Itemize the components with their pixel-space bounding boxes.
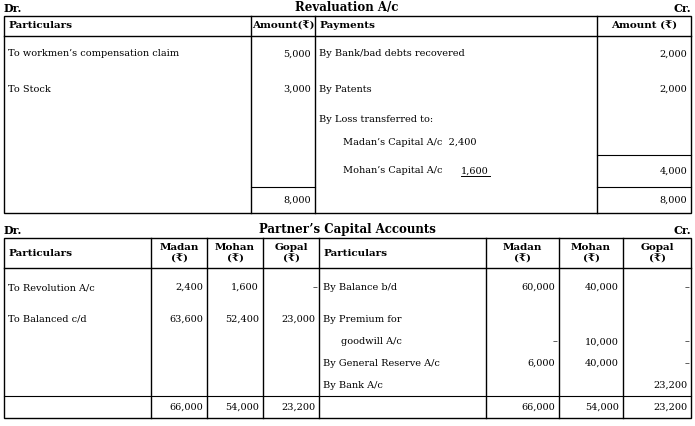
Text: –: – xyxy=(553,337,557,346)
Text: 5,000: 5,000 xyxy=(284,49,311,58)
Text: To Stock: To Stock xyxy=(8,85,51,94)
Text: 23,200: 23,200 xyxy=(281,403,315,412)
Text: 10,000: 10,000 xyxy=(585,337,619,346)
Text: 40,000: 40,000 xyxy=(585,359,619,368)
Text: 4,000: 4,000 xyxy=(660,166,687,175)
Text: Amount (₹): Amount (₹) xyxy=(611,21,677,31)
Text: Particulars: Particulars xyxy=(8,21,72,31)
Text: 1,600: 1,600 xyxy=(231,283,259,292)
Text: 2,000: 2,000 xyxy=(660,49,687,58)
Text: 60,000: 60,000 xyxy=(521,283,555,292)
Text: 1,600: 1,600 xyxy=(461,166,489,175)
Text: goodwill A/c: goodwill A/c xyxy=(341,337,402,346)
Text: By Bank A/c: By Bank A/c xyxy=(323,381,383,390)
Text: By Premium for: By Premium for xyxy=(323,314,402,324)
Text: Gopal: Gopal xyxy=(640,242,673,251)
Text: Particulars: Particulars xyxy=(323,248,387,257)
Text: By General Reserve A/c: By General Reserve A/c xyxy=(323,359,440,368)
Text: 2,000: 2,000 xyxy=(660,85,687,94)
Bar xyxy=(4,238,691,418)
Text: Amount(₹): Amount(₹) xyxy=(252,21,314,31)
Text: –: – xyxy=(685,283,689,292)
Text: –: – xyxy=(685,359,689,368)
Text: 63,600: 63,600 xyxy=(169,314,203,324)
Text: Payments: Payments xyxy=(319,21,375,31)
Text: –: – xyxy=(685,337,689,346)
Text: Mohan’s Capital A/c: Mohan’s Capital A/c xyxy=(343,166,449,175)
Text: By Balance b/d: By Balance b/d xyxy=(323,283,397,292)
Text: –: – xyxy=(313,283,318,292)
Text: 23,000: 23,000 xyxy=(281,314,315,324)
Text: (₹): (₹) xyxy=(514,254,531,264)
Text: By Loss transferred to:: By Loss transferred to: xyxy=(319,115,433,124)
Text: By Patents: By Patents xyxy=(319,85,372,94)
Text: Particulars: Particulars xyxy=(8,248,72,257)
Text: 54,000: 54,000 xyxy=(225,403,259,412)
Text: 3,000: 3,000 xyxy=(284,85,311,94)
Text: Madan: Madan xyxy=(502,242,542,251)
Text: Madan: Madan xyxy=(159,242,199,251)
Text: 66,000: 66,000 xyxy=(521,403,555,412)
Text: (₹): (₹) xyxy=(227,254,243,264)
Text: (₹): (₹) xyxy=(282,254,300,264)
Text: (₹): (₹) xyxy=(648,254,666,264)
Text: Cr.: Cr. xyxy=(673,225,691,236)
Text: Mohan: Mohan xyxy=(571,242,611,251)
Text: Cr.: Cr. xyxy=(673,3,691,14)
Text: Revaluation A/c: Revaluation A/c xyxy=(295,2,399,14)
Text: 52,400: 52,400 xyxy=(225,314,259,324)
Text: 6,000: 6,000 xyxy=(528,359,555,368)
Text: To workmen’s compensation claim: To workmen’s compensation claim xyxy=(8,49,179,58)
Text: By Bank/bad debts recovered: By Bank/bad debts recovered xyxy=(319,49,465,58)
Text: 40,000: 40,000 xyxy=(585,283,619,292)
Text: 54,000: 54,000 xyxy=(585,403,619,412)
Text: Dr.: Dr. xyxy=(4,225,22,236)
Text: Partner’s Capital Accounts: Partner’s Capital Accounts xyxy=(259,224,436,236)
Text: Dr.: Dr. xyxy=(4,3,22,14)
Text: To Balanced c/d: To Balanced c/d xyxy=(8,314,87,324)
Text: 8,000: 8,000 xyxy=(660,195,687,204)
Text: Gopal: Gopal xyxy=(275,242,308,251)
Text: 8,000: 8,000 xyxy=(284,195,311,204)
Text: To Revolution A/c: To Revolution A/c xyxy=(8,283,95,292)
Bar xyxy=(4,16,691,213)
Text: Mohan: Mohan xyxy=(215,242,255,251)
Text: 23,200: 23,200 xyxy=(653,381,687,390)
Text: Madan’s Capital A/c  2,400: Madan’s Capital A/c 2,400 xyxy=(343,138,477,147)
Text: (₹): (₹) xyxy=(582,254,600,264)
Text: (₹): (₹) xyxy=(170,254,188,264)
Text: 66,000: 66,000 xyxy=(170,403,203,412)
Text: 2,400: 2,400 xyxy=(175,283,203,292)
Text: 23,200: 23,200 xyxy=(653,403,687,412)
